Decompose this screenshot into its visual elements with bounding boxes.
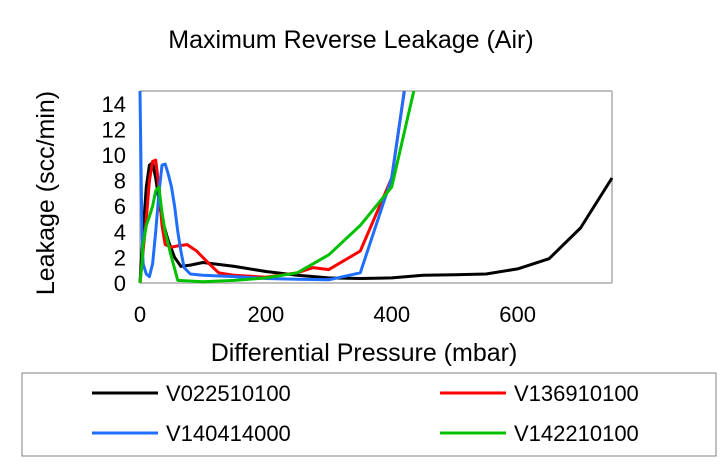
y-tick-label: 14 <box>102 92 126 117</box>
x-axis-ticks: 0 200 400 600 <box>134 302 536 327</box>
chart-title: Maximum Reverse Leakage (Air) <box>168 26 533 54</box>
y-tick-label: 4 <box>114 220 126 245</box>
legend-box <box>21 372 717 457</box>
x-tick-label: 200 <box>248 302 285 327</box>
y-tick-label: 10 <box>102 143 126 168</box>
y-tick-label: 2 <box>114 245 126 270</box>
y-axis-title: Leakage (scc/min) <box>32 91 60 295</box>
legend-label: V022510100 <box>166 381 291 406</box>
x-axis-title: Differential Pressure (mbar) <box>211 339 518 367</box>
y-tick-label: 0 <box>114 271 126 296</box>
legend-label: V140414000 <box>166 421 291 446</box>
legend-label: V142210100 <box>514 421 639 446</box>
x-tick-label: 600 <box>499 302 536 327</box>
series-line-V142210100 <box>138 91 416 284</box>
series-line-V136910100 <box>138 91 406 284</box>
series-line-V140414000 <box>138 91 406 282</box>
plot-area <box>138 91 614 284</box>
x-tick-label: 400 <box>373 302 410 327</box>
grid-layer <box>139 90 613 284</box>
y-tick-label: 6 <box>114 194 126 219</box>
legend-label: V136910100 <box>514 381 639 406</box>
legend: V022510100 V136910100 V140414000 V142210100 <box>92 381 639 446</box>
y-tick-label: 12 <box>102 117 126 142</box>
x-tick-label: 0 <box>134 302 146 327</box>
y-tick-label: 8 <box>114 169 126 194</box>
